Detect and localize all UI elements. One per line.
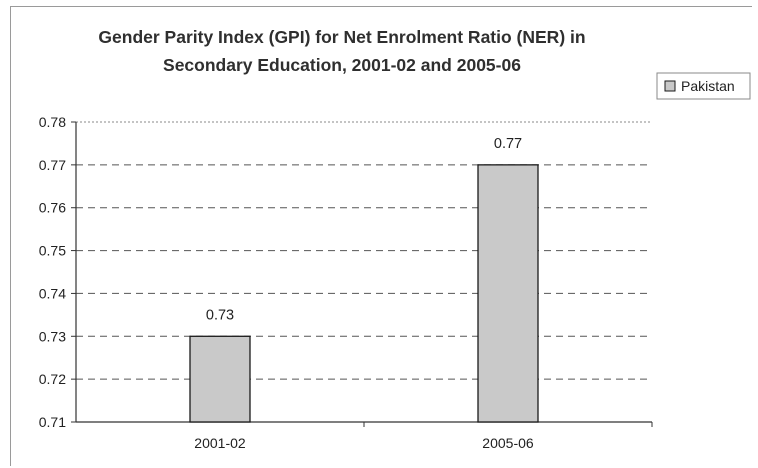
x-axis-ticks: 2001-02 2005-06 [194, 422, 653, 451]
x-tick-label-2005-06: 2005-06 [482, 435, 534, 451]
bar-2005-06 [477, 164, 539, 423]
y-tick-label: 0.75 [39, 243, 66, 259]
data-label-2001-02: 0.73 [206, 307, 234, 323]
legend-label-pakistan: Pakistan [681, 78, 735, 94]
y-axis-ticks: 0.78 0.77 0.76 0.75 0.74 0.73 0.72 0.71 [39, 114, 76, 430]
y-tick-label: 0.73 [39, 328, 66, 344]
chart-frame [10, 6, 752, 466]
data-label-2005-06: 0.77 [494, 136, 522, 152]
bars [189, 164, 539, 423]
y-tick-label: 0.76 [39, 200, 66, 216]
axes [75, 122, 652, 423]
gridlines [76, 121, 652, 380]
data-labels: 0.73 0.77 [206, 136, 522, 323]
x-tick-label-2001-02: 2001-02 [194, 435, 246, 451]
y-tick-label: 0.71 [39, 414, 66, 430]
y-tick-label: 0.78 [39, 114, 66, 130]
y-tick-label: 0.72 [39, 371, 66, 387]
legend: Pakistan [656, 72, 751, 100]
chart-title-line-2: Secondary Education, 2001-02 and 2005-06 [163, 55, 521, 75]
y-tick-label: 0.77 [39, 157, 66, 173]
legend-swatch-pakistan [664, 80, 676, 92]
y-tick-label: 0.74 [39, 285, 66, 301]
bar-2001-02 [189, 335, 251, 423]
chart-title-line-1: Gender Parity Index (GPI) for Net Enrolm… [98, 27, 585, 47]
